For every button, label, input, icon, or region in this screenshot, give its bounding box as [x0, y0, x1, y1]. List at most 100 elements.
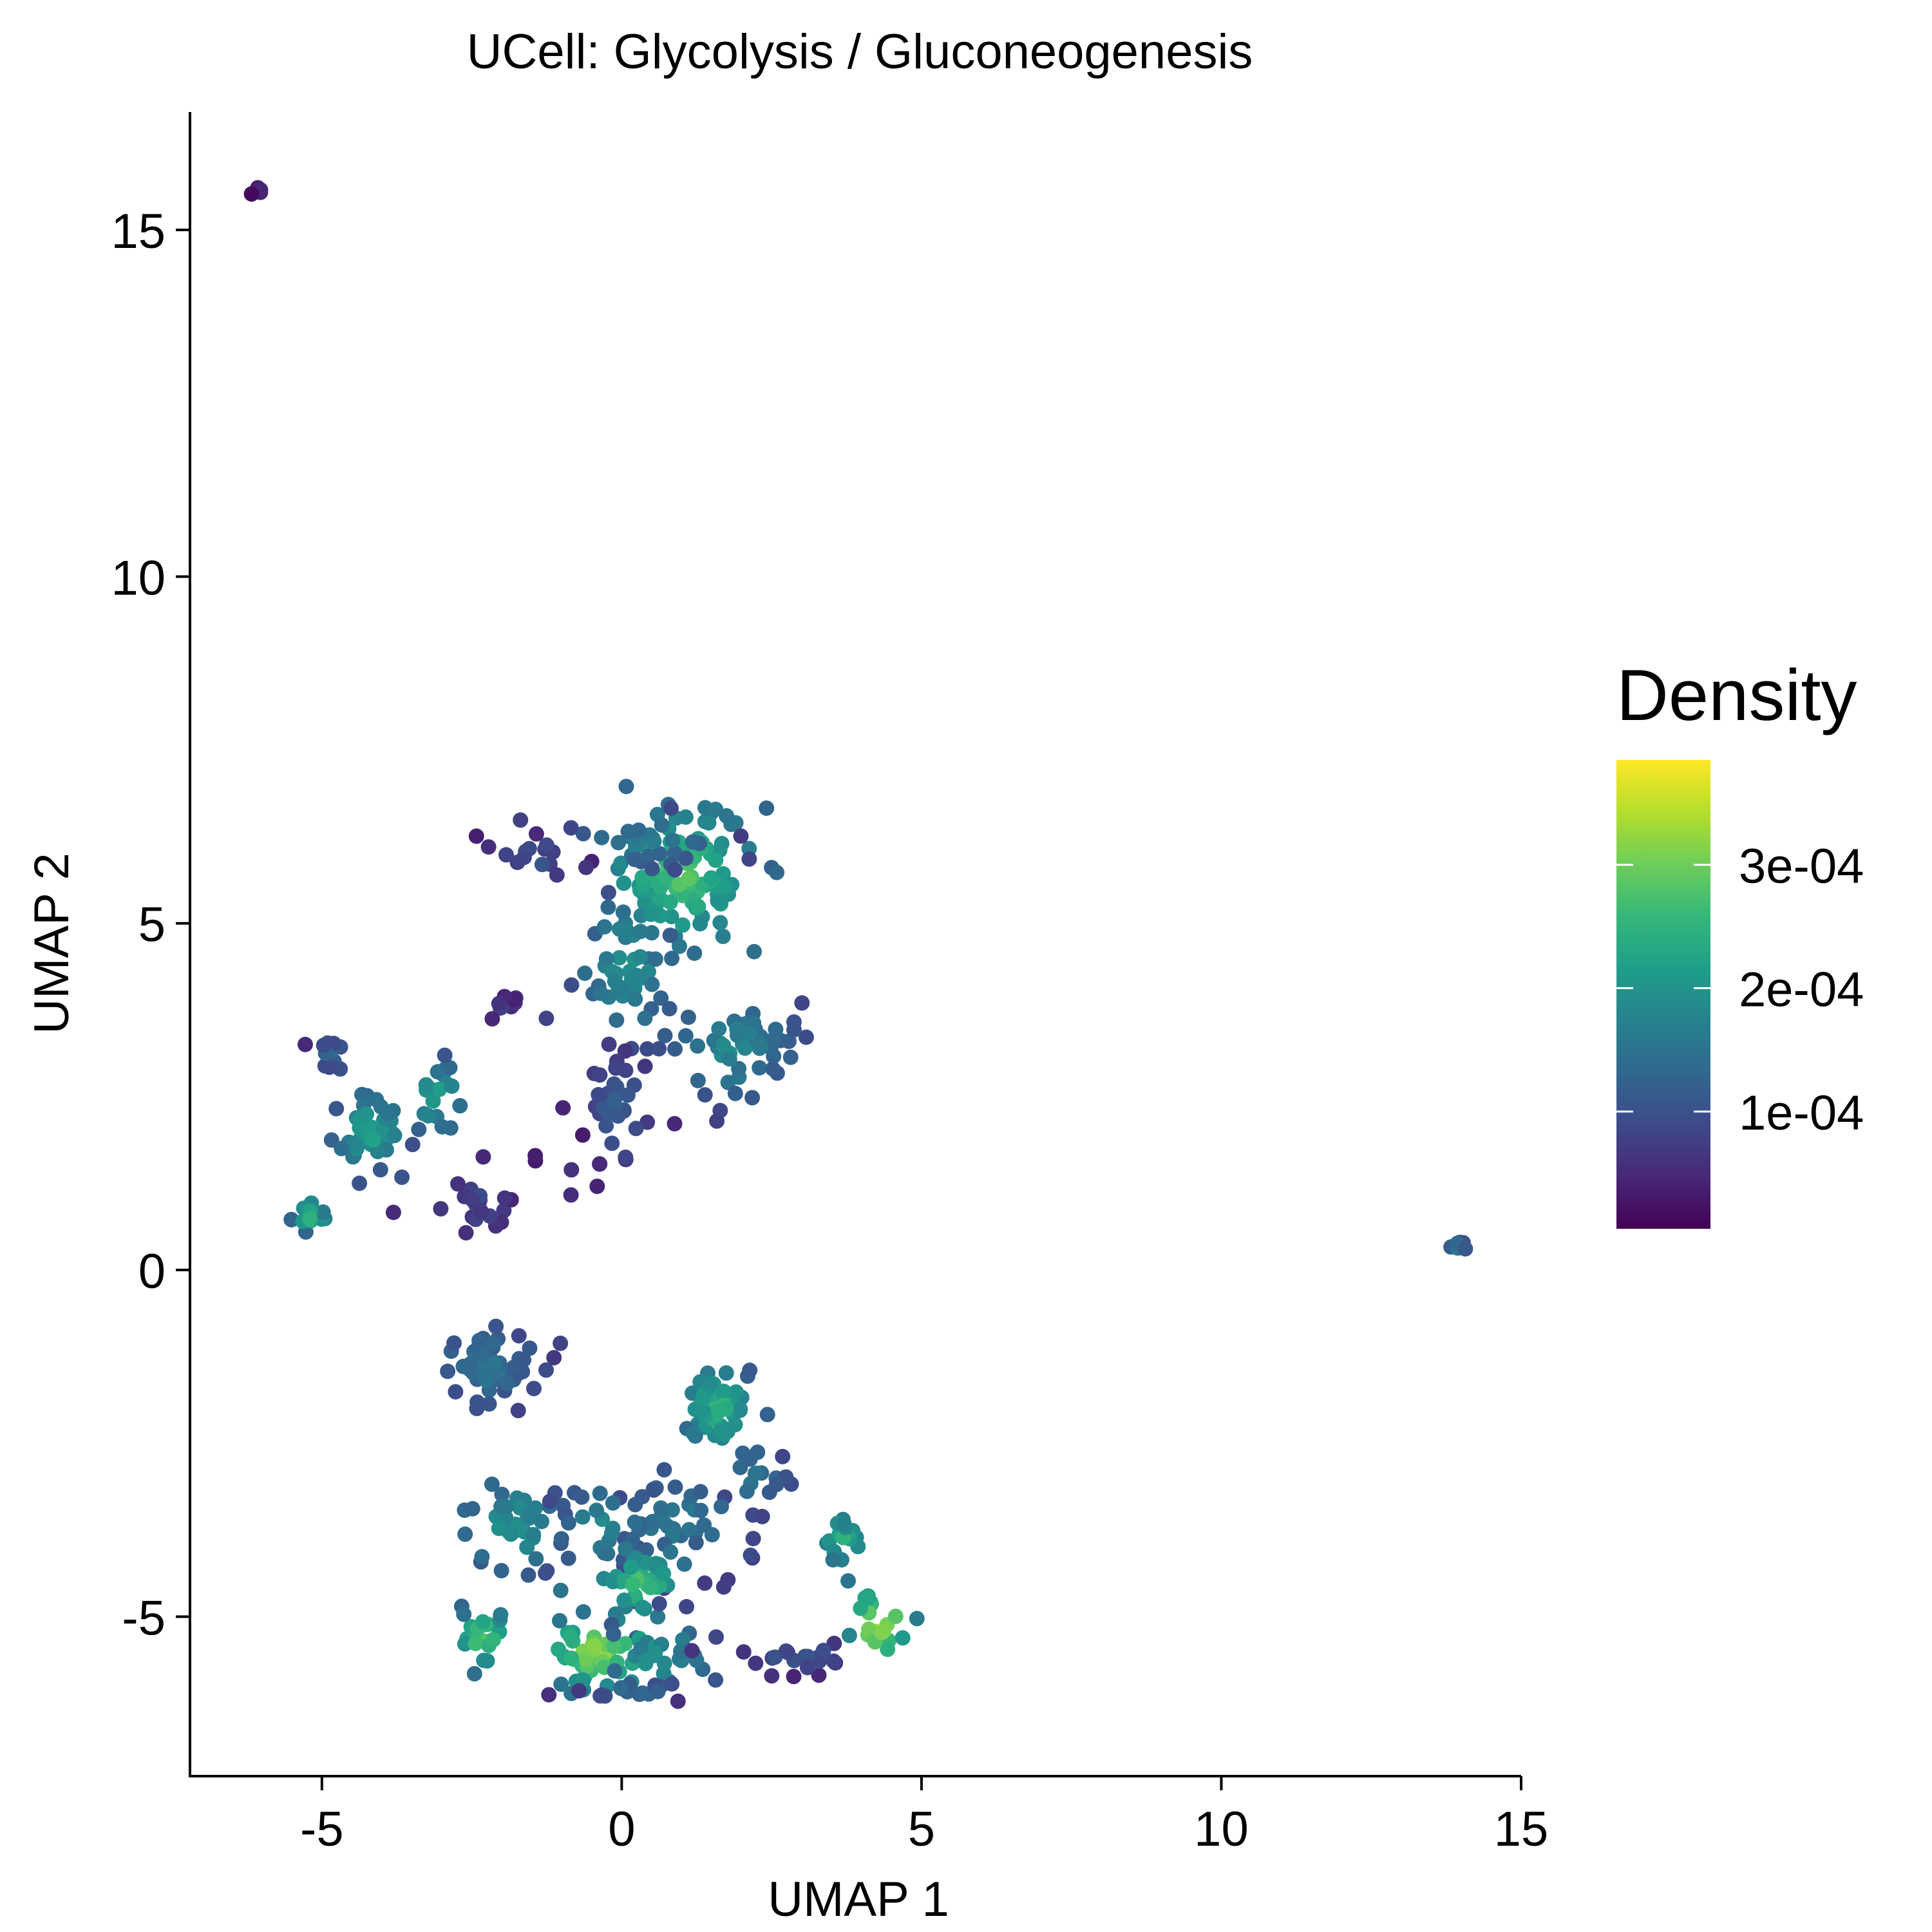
scatter-point — [593, 985, 609, 1001]
scatter-point — [553, 1582, 569, 1598]
scatter-point — [815, 1642, 831, 1658]
scatter-point — [733, 828, 749, 844]
scatter-point — [663, 1544, 679, 1560]
scatter-point — [283, 1211, 299, 1227]
scatter-point — [486, 1632, 501, 1648]
scatter-point — [623, 1559, 639, 1575]
scatter-point — [549, 867, 565, 883]
scatter-point — [703, 870, 719, 886]
scatter-point — [895, 1630, 911, 1646]
scatter-point — [594, 829, 610, 846]
scatter-point — [446, 1335, 462, 1351]
scatter-point — [361, 1119, 377, 1135]
scatter-point — [644, 860, 660, 876]
scatter-point — [534, 1513, 549, 1530]
scatter-point — [735, 1445, 751, 1461]
scatter-point — [675, 917, 691, 933]
scatter-point — [478, 1372, 494, 1388]
scatter-point — [782, 1049, 799, 1065]
scatter-point — [385, 1103, 401, 1119]
scatter-point — [473, 1204, 489, 1220]
scatter-point — [564, 1162, 580, 1178]
scatter-point — [575, 826, 591, 842]
scatter-point — [752, 1040, 768, 1056]
scatter-point — [676, 1556, 692, 1572]
scatter-point — [720, 1074, 736, 1090]
scatter-point — [730, 1024, 746, 1040]
scatter-point — [769, 864, 785, 880]
scatter-point — [646, 1482, 662, 1498]
x-tick-label: 5 — [908, 1802, 935, 1857]
scatter-point — [613, 855, 629, 871]
scatter-point — [420, 1108, 436, 1124]
scatter-point — [574, 1509, 591, 1525]
scatter-point — [315, 1204, 331, 1220]
scatter-point — [687, 945, 703, 961]
scatter-point — [708, 1629, 724, 1645]
scatter-point — [528, 826, 544, 842]
scatter-point — [693, 1502, 709, 1519]
scatter-point — [764, 1668, 780, 1684]
scatter-point — [665, 832, 681, 848]
scatter-point — [571, 1683, 587, 1699]
scatter-point — [656, 1462, 672, 1478]
scatter-point — [594, 1687, 610, 1703]
scatter-point — [605, 1626, 621, 1642]
scatter-point — [712, 914, 728, 931]
scatter-point — [627, 1497, 643, 1513]
scatter-point — [727, 1085, 743, 1101]
scatter-point — [667, 1041, 683, 1057]
scatter-point — [574, 1127, 591, 1143]
scatter-point — [644, 976, 660, 992]
scatter-point — [663, 909, 679, 925]
scatter-point — [586, 1638, 602, 1654]
scatter-point — [754, 1508, 770, 1524]
scatter-point — [701, 815, 717, 831]
scatter-point — [464, 1192, 480, 1208]
scatter-point — [680, 1009, 696, 1025]
scatter-point — [474, 1549, 490, 1565]
scatter-point — [418, 1077, 434, 1093]
scatter-point — [538, 837, 554, 853]
scatter-point — [715, 1579, 732, 1595]
scatter-point — [697, 1575, 713, 1591]
scatter-point — [664, 951, 680, 967]
scatter-point — [562, 1628, 578, 1644]
y-axis-title: UMAP 2 — [24, 853, 79, 1034]
scatter-point — [667, 1115, 683, 1132]
x-tick-label: 15 — [1494, 1802, 1549, 1857]
scatter-point — [440, 1363, 456, 1379]
scatter-point — [825, 1552, 841, 1568]
scatter-point — [728, 1384, 744, 1400]
scatter-point — [609, 1012, 625, 1028]
scatter-point — [589, 1502, 605, 1519]
scatter-point — [667, 862, 683, 878]
scatter-point — [667, 1479, 683, 1495]
scatter-point — [638, 1542, 654, 1558]
scatter-point — [654, 817, 670, 833]
scatter-point — [677, 1028, 694, 1044]
scatter-point — [493, 1607, 509, 1623]
scatter-point — [618, 1541, 634, 1557]
scatter-point — [475, 1149, 491, 1165]
scatter-point — [511, 1328, 527, 1344]
scatter-point — [243, 186, 260, 202]
scatter-point — [654, 1502, 670, 1517]
scatter-point — [780, 1644, 795, 1660]
scatter-point — [644, 925, 659, 941]
legend-title: Density — [1616, 655, 1857, 735]
scatter-point — [448, 1384, 464, 1400]
scatter-point — [510, 1403, 526, 1419]
scatter-point — [662, 895, 678, 910]
scatter-point — [520, 1567, 536, 1583]
scatter-point — [616, 1592, 632, 1608]
scatter-point — [880, 1642, 896, 1657]
scatter-point — [841, 1627, 857, 1643]
scatter-point — [600, 1106, 616, 1122]
scatter-point — [765, 1061, 781, 1077]
scatter-point — [468, 828, 484, 844]
scatter-point — [677, 850, 694, 866]
scatter-point — [608, 1060, 624, 1076]
scatter-point — [526, 1527, 542, 1542]
y-tick-label: 0 — [138, 1244, 166, 1299]
